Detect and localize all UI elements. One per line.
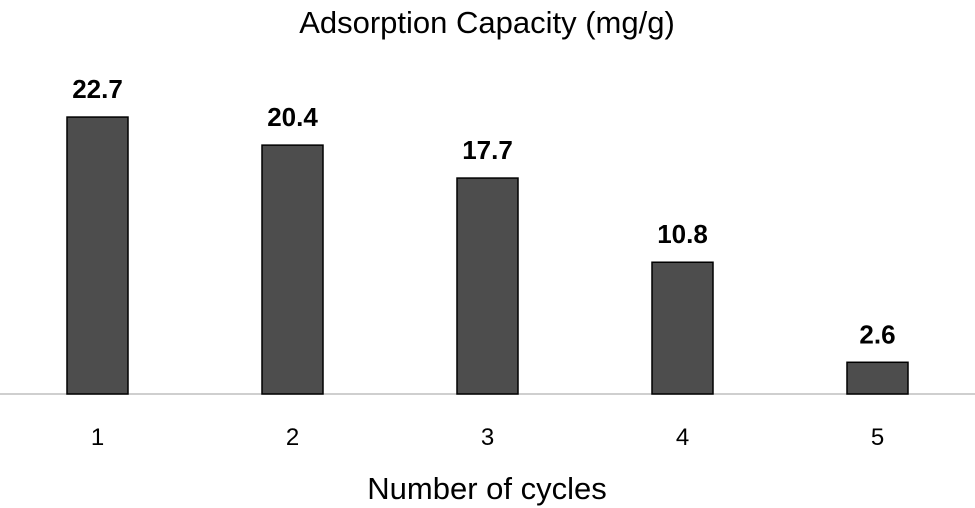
data-label-cycle-1: 22.7 xyxy=(72,74,123,104)
x-tick-label-3: 3 xyxy=(481,424,494,451)
x-tick-label-4: 4 xyxy=(676,424,689,451)
x-tick-label-2: 2 xyxy=(286,424,299,451)
chart-title: Adsorption Capacity (mg/g) xyxy=(299,5,675,40)
x-axis-label: Number of cycles xyxy=(367,471,606,506)
data-labels-group: 22.7 20.4 17.7 10.8 2.6 xyxy=(72,74,895,349)
data-label-cycle-4: 10.8 xyxy=(657,219,708,249)
bar-cycle-3 xyxy=(456,177,519,395)
data-label-cycle-3: 17.7 xyxy=(462,135,513,165)
x-tick-label-5: 5 xyxy=(871,424,884,451)
bar-cycle-4 xyxy=(651,261,714,395)
data-label-cycle-2: 20.4 xyxy=(267,102,318,132)
data-label-cycle-5: 2.6 xyxy=(859,319,895,349)
bar-cycle-1 xyxy=(66,116,129,395)
bars-group xyxy=(66,116,909,395)
bar-cycle-5 xyxy=(846,361,909,395)
x-tick-label-1: 1 xyxy=(91,424,104,451)
bar-cycle-2 xyxy=(261,144,324,395)
x-tick-labels-group: 1 2 3 4 5 xyxy=(91,424,884,451)
